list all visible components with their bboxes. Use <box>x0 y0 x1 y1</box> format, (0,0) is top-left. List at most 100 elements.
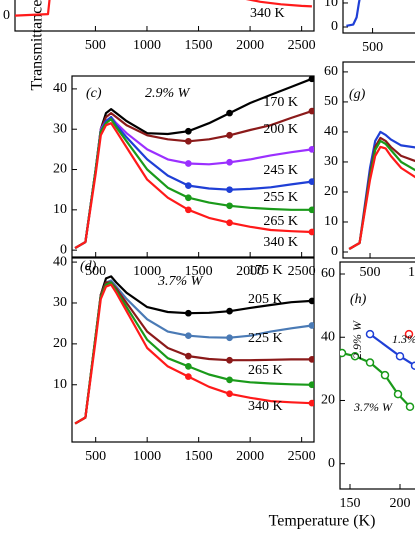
x-tick-label: 2000 <box>236 264 264 279</box>
curve <box>348 130 415 250</box>
point <box>308 399 314 407</box>
y-tick-label: 40 <box>53 81 67 96</box>
plot-frame <box>339 261 415 490</box>
series-label: 2.9% W <box>350 320 364 359</box>
point <box>185 309 192 317</box>
y-tick-label: 10 <box>53 202 67 217</box>
point <box>308 146 314 153</box>
x-tick-label: 150 <box>340 496 361 511</box>
x-axis-label: Temperature (K) <box>269 513 376 530</box>
y-tick-label: 40 <box>321 329 335 344</box>
x-tick-label: 1000 <box>133 38 161 53</box>
point <box>395 351 405 361</box>
y-tick-label: 30 <box>53 295 67 310</box>
curve <box>348 136 415 250</box>
curve <box>346 0 361 27</box>
curve <box>74 283 312 425</box>
point <box>226 219 233 227</box>
x-tick-label: 200 <box>390 496 411 511</box>
point <box>393 389 403 399</box>
point <box>185 332 192 340</box>
point <box>226 307 233 315</box>
x-tick-label: 1000 <box>408 265 415 280</box>
point <box>410 361 415 370</box>
panel-annotation: 2.9% W <box>145 86 191 101</box>
y-tick-label: 30 <box>53 121 67 136</box>
panel-label: (d) <box>80 259 97 274</box>
x-tick-label: 2500 <box>288 38 316 53</box>
plot-frame <box>14 0 315 32</box>
series-label: 265 K <box>248 363 283 378</box>
point <box>185 194 192 202</box>
curve <box>348 145 415 250</box>
series-label: 245 K <box>263 163 298 178</box>
plot-frame <box>342 0 415 34</box>
curve <box>15 0 312 17</box>
point <box>226 109 233 117</box>
series-label: 255 K <box>263 190 298 205</box>
y-axis-label: Transmittance <box>29 0 46 90</box>
y-tick-label: 20 <box>321 393 335 408</box>
series-label: 225 K <box>248 331 283 346</box>
y-tick-label: 10 <box>324 214 338 229</box>
point <box>185 182 192 189</box>
x-tick-label: 2500 <box>288 449 316 464</box>
point <box>365 358 375 367</box>
series-group <box>15 0 312 17</box>
x-tick-label: 2000 <box>236 38 264 53</box>
series-group <box>348 130 415 250</box>
y-tick-label: 40 <box>324 124 338 139</box>
x-tick-label: 1500 <box>185 264 213 279</box>
point <box>308 356 314 363</box>
panel-label: (h) <box>350 292 367 307</box>
x-tick-label: 500 <box>362 40 383 55</box>
point <box>380 370 390 380</box>
point <box>226 356 233 364</box>
point <box>185 127 192 135</box>
x-tick-label: 1500 <box>185 38 213 53</box>
point <box>226 376 233 384</box>
panel-label: (c) <box>86 86 102 101</box>
series-group <box>346 0 361 27</box>
point <box>185 137 192 145</box>
x-tick-label: 2500 <box>288 264 316 279</box>
point <box>226 202 233 210</box>
y-tick-label: 0 <box>331 244 338 259</box>
plot-frame <box>71 75 315 258</box>
plot-frame <box>342 61 415 259</box>
x-tick-label: 500 <box>360 265 381 280</box>
point <box>226 334 233 342</box>
y-tick-label: 20 <box>324 184 338 199</box>
point <box>226 186 233 194</box>
y-tick-label: 0 <box>60 242 67 257</box>
series-label: 340 K <box>248 399 283 414</box>
curve <box>341 352 411 408</box>
x-tick-label: 500 <box>85 449 106 464</box>
point <box>226 158 233 166</box>
point <box>308 381 314 389</box>
point <box>226 390 233 398</box>
x-tick-label: 1000 <box>133 449 161 464</box>
point <box>340 348 347 358</box>
y-tick-label: 10 <box>324 0 338 10</box>
series-label: 200 K <box>263 122 298 137</box>
series-label: 265 K <box>263 214 298 229</box>
y-tick-label: 20 <box>53 162 67 177</box>
point <box>308 228 314 236</box>
point <box>185 160 192 167</box>
x-tick-label: 2000 <box>236 449 264 464</box>
x-tick-label: 1500 <box>185 449 213 464</box>
plot-frame <box>71 257 315 443</box>
point <box>185 363 192 370</box>
point <box>185 352 192 360</box>
point <box>308 107 314 115</box>
point <box>405 402 415 412</box>
point <box>308 178 314 185</box>
point <box>308 322 314 329</box>
y-tick-label: 60 <box>321 266 335 281</box>
panel-label: (g) <box>349 87 366 102</box>
series-group <box>74 76 314 250</box>
y-tick-label: 0 <box>3 8 10 23</box>
point <box>185 373 192 380</box>
y-tick-label: 0 <box>328 456 335 471</box>
